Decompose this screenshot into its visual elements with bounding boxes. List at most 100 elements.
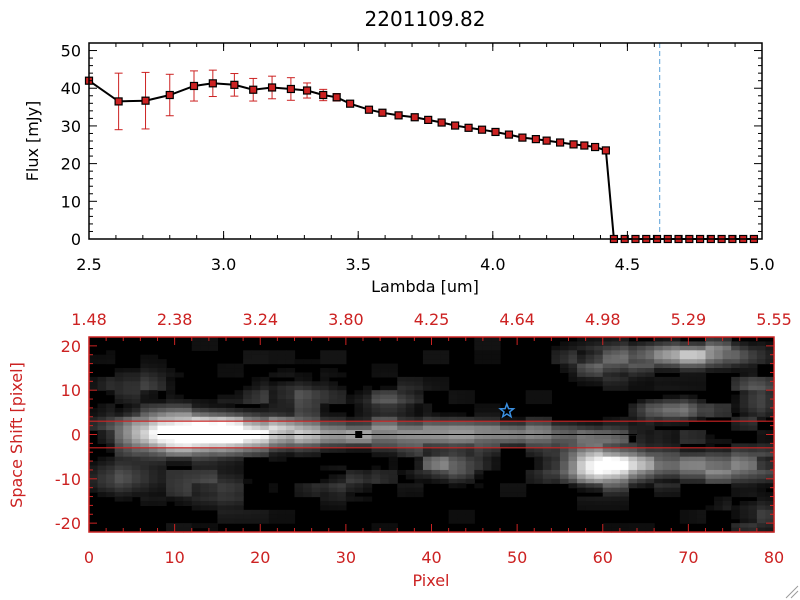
image-pixel — [637, 461, 647, 467]
image-pixel — [397, 376, 407, 382]
image-pixel — [251, 416, 261, 422]
image-pixel — [431, 350, 441, 356]
image-pixel — [294, 487, 304, 493]
image-pixel — [739, 514, 749, 520]
image-pixel — [722, 407, 732, 413]
image-pixel — [234, 469, 244, 475]
image-pixel — [380, 372, 390, 378]
image-pixel — [320, 412, 330, 418]
image-pixel — [491, 341, 501, 347]
image-pixel — [183, 461, 193, 467]
image-pixel — [705, 350, 715, 356]
image-pixel — [765, 350, 775, 356]
image-pixel — [585, 381, 595, 387]
image-pixel — [148, 359, 159, 365]
image-pixel — [482, 452, 493, 458]
image-pixel — [671, 385, 681, 391]
image-pixel — [114, 483, 124, 489]
image-pixel — [525, 474, 535, 480]
image-pixel — [208, 523, 219, 529]
image-pixel — [637, 465, 647, 471]
image-pixel — [474, 434, 484, 440]
image-pixel — [739, 443, 749, 449]
image-pixel — [500, 434, 510, 440]
image-pixel — [448, 518, 458, 524]
image-pixel — [380, 527, 390, 533]
image-pixel — [534, 447, 544, 453]
image-pixel — [354, 443, 364, 449]
image-pixel — [542, 394, 552, 400]
image-pixel — [457, 461, 467, 467]
image-pixel — [611, 363, 621, 369]
image-pixel — [123, 487, 133, 493]
image-pixel — [748, 487, 758, 493]
image-pixel — [457, 425, 467, 431]
image-pixel — [731, 523, 741, 529]
image-pixel — [217, 416, 227, 422]
flux-point — [504, 130, 514, 139]
image-pixel — [148, 443, 159, 449]
image-pixel — [345, 394, 356, 400]
image-pixel — [285, 403, 296, 409]
image-pixel — [457, 421, 467, 427]
image-pixel — [414, 394, 424, 400]
image-pixel — [260, 394, 270, 400]
image-pixel — [157, 461, 167, 467]
image-pixel — [765, 469, 775, 475]
image-pixel — [594, 461, 604, 467]
image-pixel — [157, 447, 167, 453]
image-pixel — [654, 474, 664, 480]
image-pixel — [645, 412, 655, 418]
image-pixel — [157, 430, 167, 436]
image-pixel — [294, 421, 304, 427]
image-pixel — [765, 514, 775, 520]
image-pixel — [183, 496, 193, 502]
resize-grip-icon[interactable] — [785, 585, 799, 599]
image-pixel — [688, 368, 698, 374]
image-pixel — [637, 345, 647, 351]
image-pixel — [414, 399, 424, 405]
image-pixel — [568, 368, 578, 374]
image-pixel — [123, 381, 133, 387]
image-pixel — [200, 341, 210, 347]
image-pixel — [414, 456, 424, 462]
image-pixel — [619, 425, 630, 431]
image-pixel — [731, 465, 741, 471]
image-pixel — [748, 363, 758, 369]
image-x-tick-label: 30 — [336, 548, 356, 567]
image-pixel — [551, 447, 561, 453]
image-pixel — [363, 483, 373, 489]
image-pixel — [260, 359, 270, 365]
image-pixel — [534, 478, 544, 484]
image-pixel — [311, 430, 321, 436]
image-pixel — [637, 381, 647, 387]
image-pixel — [363, 385, 373, 391]
image-pixel — [474, 337, 484, 343]
image-pixel — [337, 425, 347, 431]
image-pixel — [260, 421, 270, 427]
image-pixel — [619, 469, 630, 475]
image-pixel — [491, 403, 501, 409]
image-pixel — [422, 385, 433, 391]
image-pixel — [474, 469, 484, 475]
image-pixel — [89, 376, 99, 382]
image-pixel — [739, 385, 749, 391]
image-pixel — [148, 500, 159, 507]
image-pixel — [756, 434, 767, 440]
image-pixel — [183, 456, 193, 462]
image-pixel — [679, 350, 689, 356]
image-pixel — [534, 443, 544, 449]
image-pixel — [405, 376, 415, 382]
image-pixel — [337, 394, 347, 400]
image-pixel — [380, 394, 390, 400]
image-pixel — [619, 483, 630, 489]
image-pixel — [551, 430, 561, 436]
image-pixel — [354, 478, 364, 484]
image-pixel — [234, 447, 244, 453]
image-pixel — [97, 407, 107, 413]
image-pixel — [97, 430, 107, 436]
x-tick-label: 4.5 — [615, 255, 640, 274]
image-pixel — [645, 527, 655, 533]
image-pixel — [148, 407, 159, 413]
image-pixel — [465, 443, 475, 449]
